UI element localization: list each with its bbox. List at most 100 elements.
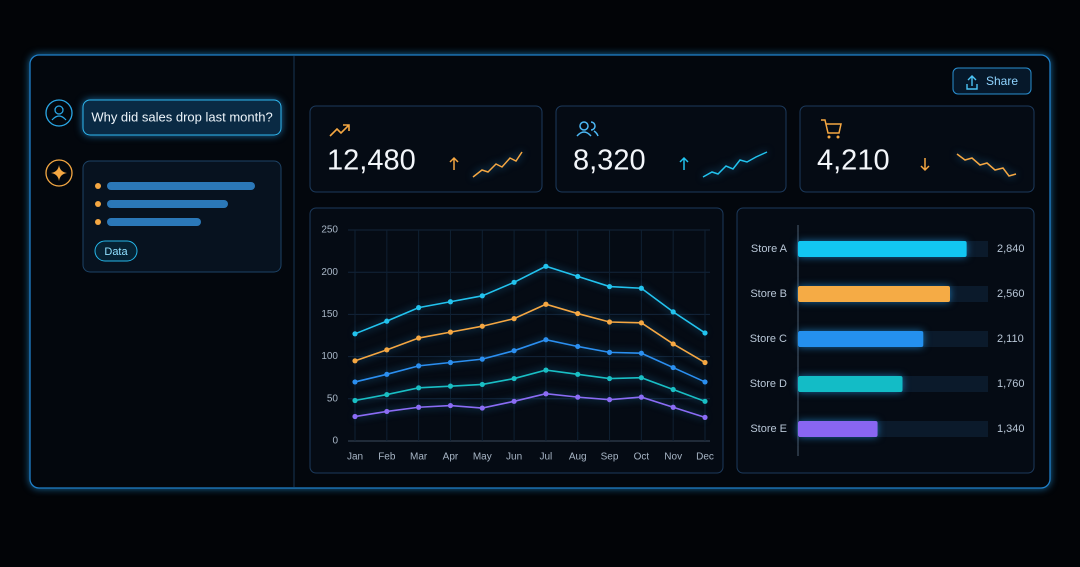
users-icon: [579, 121, 589, 131]
user-icon: [51, 115, 67, 121]
y-tick-label: 200: [321, 267, 338, 278]
data-point: [384, 318, 390, 324]
data-point: [447, 402, 454, 409]
series-line: [354, 392, 706, 419]
line-chart-panel: [309, 207, 724, 474]
data-point: [511, 348, 517, 354]
user-icon: [54, 105, 64, 115]
y-tick-label: 250: [321, 225, 338, 236]
data-point: [352, 358, 358, 364]
data-point: [416, 385, 422, 391]
data-point: [447, 383, 454, 389]
data-point: [352, 379, 358, 385]
bar: [798, 331, 924, 347]
data-point: [575, 343, 581, 350]
bar: [798, 241, 967, 257]
data-point: [543, 391, 549, 397]
data-point: [670, 404, 676, 410]
data-point: [638, 375, 644, 381]
data-point: [384, 347, 390, 353]
data-point: [447, 299, 454, 305]
share-button[interactable]: [952, 67, 1032, 95]
data-point: [479, 381, 485, 388]
up-arrow: [679, 156, 689, 170]
data-point: [543, 337, 549, 343]
data-point: [606, 397, 613, 403]
data-point: [702, 359, 708, 366]
users-icon: [576, 121, 599, 137]
data-point: [416, 305, 422, 311]
y-tick-label: Store C: [750, 333, 787, 345]
data-point: [606, 319, 613, 325]
data-point: [638, 320, 644, 326]
y-tick-label: 50: [327, 393, 339, 404]
x-tick-label: Feb: [378, 452, 396, 463]
x-tick-label: Jul: [540, 452, 553, 463]
data-point: [511, 279, 517, 285]
assistant-avatar: [45, 159, 73, 187]
sparkline: [702, 151, 768, 178]
data-point: [511, 375, 517, 382]
data-point: [638, 394, 644, 400]
data-point: [479, 405, 485, 411]
cart-icon: [827, 135, 831, 139]
data-point: [670, 341, 676, 347]
value-label: 1,340: [997, 423, 1025, 435]
x-tick-label: Aug: [569, 452, 587, 463]
data-point: [416, 363, 422, 369]
share-icon: [966, 75, 978, 90]
data-point: [702, 330, 708, 336]
series-line: [354, 265, 706, 335]
data-point: [638, 350, 644, 356]
series-line: [354, 338, 706, 383]
x-tick-label: Mar: [410, 452, 428, 463]
data-point: [575, 310, 581, 317]
kpi-value: 8,320: [573, 145, 646, 177]
data-point: [638, 285, 644, 291]
sparkline: [956, 153, 1017, 177]
up-arrow: [449, 156, 459, 170]
y-tick-label: Store A: [751, 243, 788, 255]
x-tick-label: Sep: [601, 452, 619, 463]
bullet: [95, 219, 101, 225]
user-avatar: [45, 99, 73, 127]
data-point: [702, 414, 708, 420]
data-point: [479, 323, 485, 329]
x-tick-label: Dec: [696, 452, 714, 463]
data-point: [511, 316, 517, 322]
x-tick-label: Nov: [664, 452, 682, 463]
x-tick-label: Jan: [347, 452, 363, 463]
data-chip[interactable]: [94, 240, 138, 262]
bullet: [95, 201, 101, 207]
value-label: 2,840: [997, 243, 1025, 255]
bar: [798, 286, 950, 302]
bar: [798, 376, 903, 392]
kpi-card: [555, 105, 787, 193]
data-point: [352, 413, 358, 420]
value-label: 1,760: [997, 378, 1025, 390]
y-tick-label: Store E: [750, 423, 787, 435]
data-point: [702, 398, 708, 404]
data-point: [479, 356, 485, 362]
value-label: 2,110: [997, 333, 1024, 345]
trend-icon: [329, 124, 350, 137]
kpi-value: 4,210: [817, 145, 890, 177]
data-point: [447, 329, 454, 335]
data-point: [384, 391, 390, 398]
series-line: [354, 369, 706, 403]
x-tick-label: Jun: [506, 452, 522, 463]
data-point: [606, 349, 613, 355]
data-point: [670, 386, 676, 393]
data-point: [384, 371, 390, 377]
x-tick-label: Oct: [634, 452, 650, 463]
cart-icon: [821, 119, 842, 134]
down-arrow: [920, 158, 930, 172]
bar: [798, 421, 878, 437]
assistant-icon: [51, 165, 67, 181]
y-tick-label: 150: [321, 309, 338, 320]
data-point: [416, 335, 422, 341]
y-tick-label: 0: [332, 436, 338, 447]
sparkline: [472, 151, 523, 178]
data-point: [416, 404, 422, 410]
